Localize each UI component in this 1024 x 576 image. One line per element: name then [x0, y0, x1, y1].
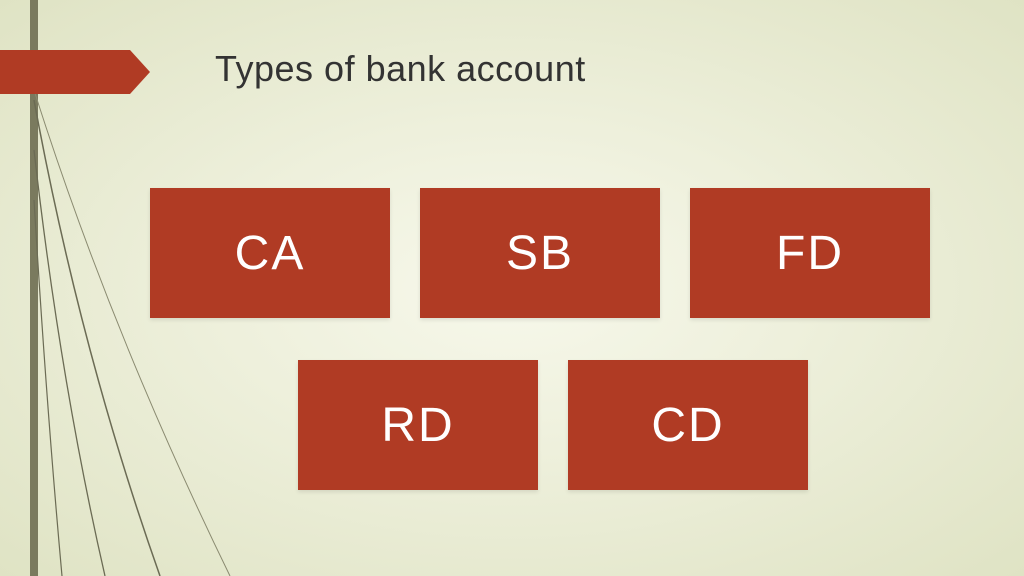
account-box-sb: SB [420, 188, 660, 318]
box-row-2: RD CD [298, 360, 808, 490]
account-box-cd: CD [568, 360, 808, 490]
account-box-ca: CA [150, 188, 390, 318]
account-box-rd: RD [298, 360, 538, 490]
arrow-banner [0, 50, 130, 94]
slide-title: Types of bank account [215, 48, 586, 90]
account-box-fd: FD [690, 188, 930, 318]
box-row-1: CA SB FD [150, 188, 930, 318]
